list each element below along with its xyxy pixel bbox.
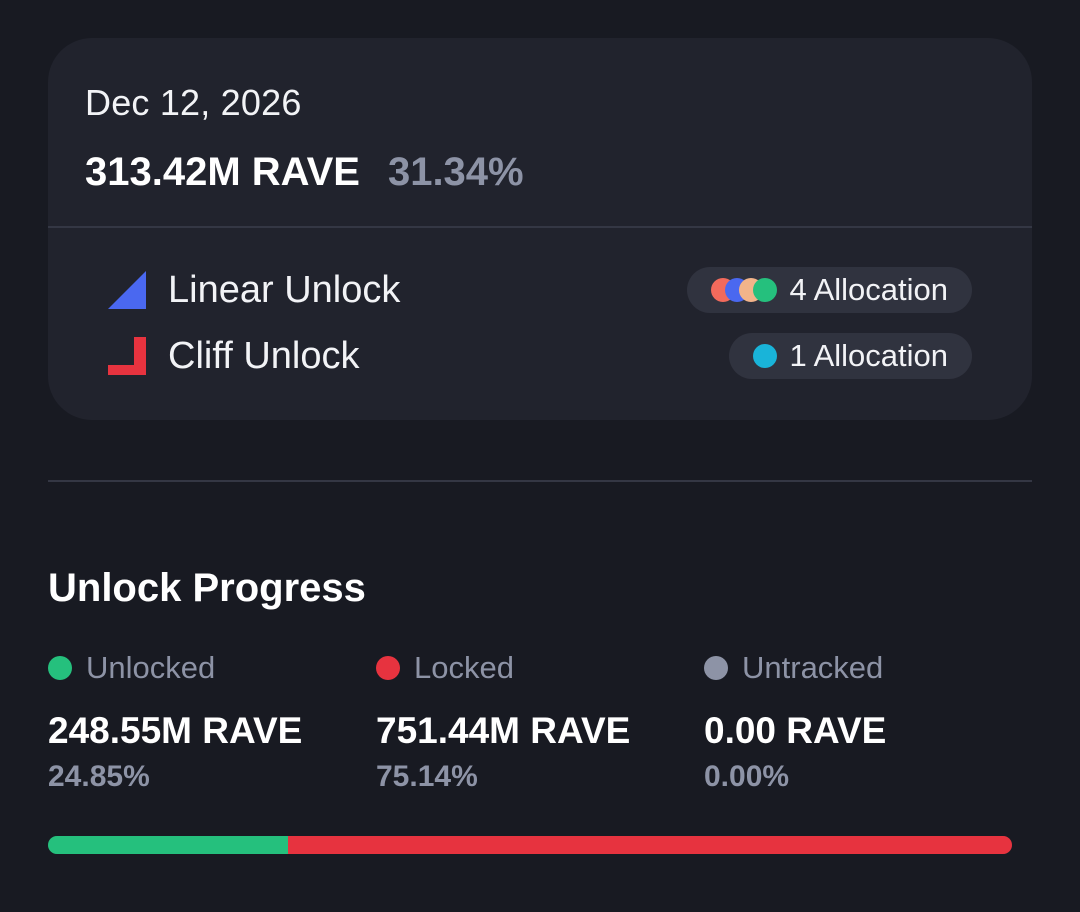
untracked-label: Untracked: [742, 650, 884, 685]
cliff-allocation-dots: [753, 344, 778, 368]
allocation-dot-icon: [753, 344, 778, 368]
unlocked-dot-icon: [48, 656, 72, 680]
untracked-value: 0.00 RAVE: [704, 710, 887, 751]
untracked-percent: 0.00%: [704, 760, 790, 793]
linear-unlock-label: Linear Unlock: [168, 268, 401, 311]
linear-unlock-icon: [108, 271, 146, 309]
event-date: Dec 12, 2026: [85, 82, 302, 123]
linear-unlock-row: Linear Unlock 4 Allocation: [106, 266, 972, 314]
locked-dot-icon: [376, 656, 400, 680]
allocation-dot-icon: [753, 278, 778, 302]
cliff-unlock-icon: [108, 337, 146, 375]
event-percent: 31.34%: [387, 150, 524, 194]
cliff-allocation-label: 1 Allocation: [789, 338, 948, 373]
unlocked-stat: Unlocked 248.55M RAVE 24.85%: [48, 648, 302, 794]
unlocked-segment: [48, 836, 288, 854]
unlock-event-card[interactable]: Dec 12, 2026 313.42M RAVE 31.34% Linear …: [48, 38, 1032, 420]
unlock-progress-bar: [48, 836, 1012, 854]
cliff-unlock-row: Cliff Unlock 1 Allocation: [106, 332, 972, 380]
locked-label: Locked: [414, 650, 514, 685]
locked-stat: Locked 751.44M RAVE 75.14%: [376, 648, 630, 794]
unlock-progress-title: Unlock Progress: [48, 566, 366, 610]
locked-segment: [287, 836, 1012, 854]
locked-value: 751.44M RAVE: [376, 710, 631, 751]
cliff-allocation-badge[interactable]: 1 Allocation: [729, 333, 972, 379]
untracked-stat: Untracked 0.00 RAVE 0.00%: [704, 648, 886, 794]
event-amount-row: 313.42M RAVE 31.34%: [85, 150, 524, 195]
locked-percent: 75.14%: [376, 760, 478, 793]
locked-stat-header: Locked: [376, 648, 630, 688]
linear-allocation-badge[interactable]: 4 Allocation: [687, 267, 972, 313]
unlocked-value: 248.55M RAVE: [48, 710, 303, 751]
event-amount: 313.42M RAVE: [85, 150, 360, 194]
cliff-unlock-label: Cliff Unlock: [168, 334, 360, 377]
unlocked-stat-header: Unlocked: [48, 648, 302, 688]
linear-allocation-dots: [711, 278, 778, 302]
untracked-stat-header: Untracked: [704, 648, 886, 688]
untracked-dot-icon: [704, 656, 728, 680]
unlocked-label: Unlocked: [86, 650, 216, 685]
section-divider: [48, 480, 1032, 482]
card-divider: [48, 226, 1032, 228]
unlocked-percent: 24.85%: [48, 760, 150, 793]
linear-allocation-label: 4 Allocation: [789, 272, 948, 307]
